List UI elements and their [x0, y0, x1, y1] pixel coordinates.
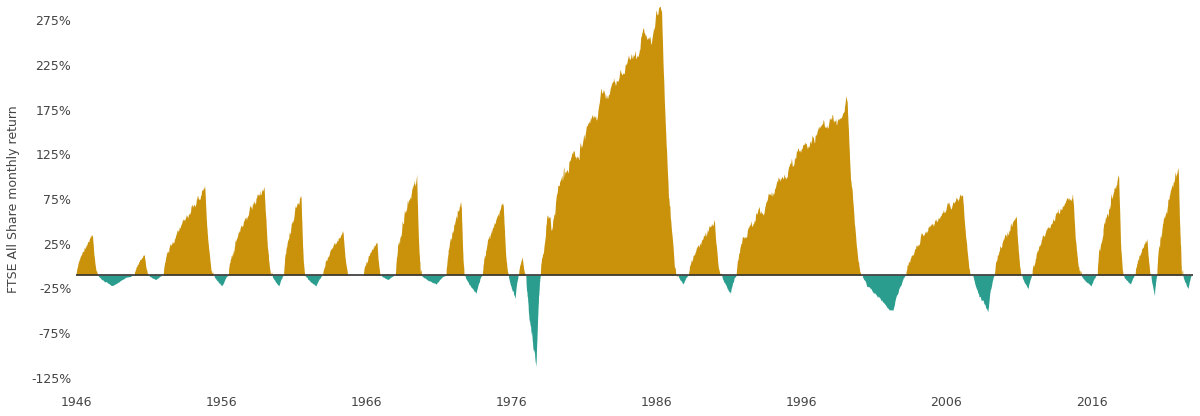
Y-axis label: FTSE All Share monthly return: FTSE All Share monthly return: [7, 105, 20, 293]
